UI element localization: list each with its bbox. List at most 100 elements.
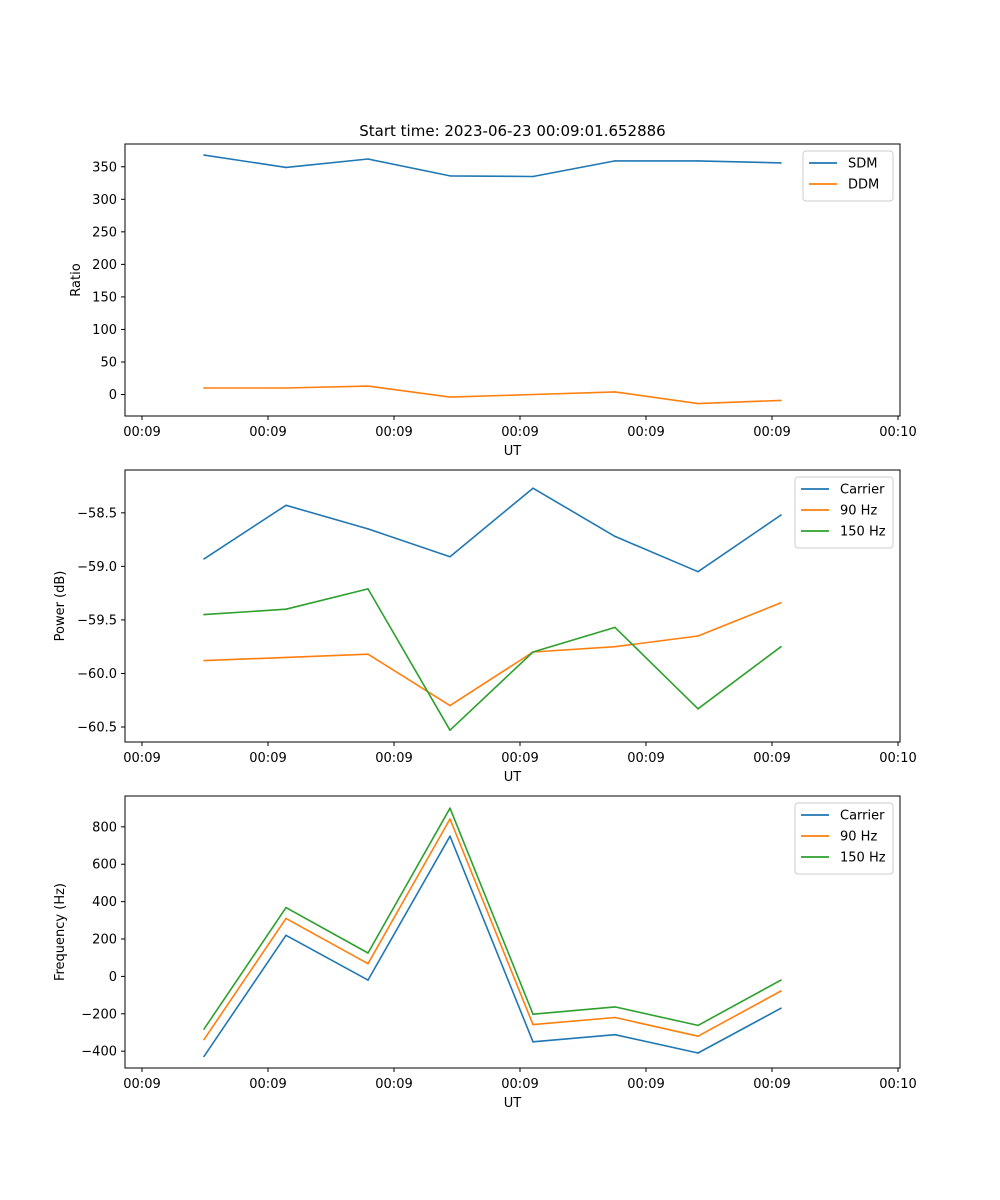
- x-tick-label: 00:09: [501, 425, 538, 440]
- y-tick-label: −59.5: [77, 613, 117, 628]
- data-point: [449, 175, 451, 177]
- x-axis-label: UT: [504, 770, 522, 785]
- data-point: [367, 588, 369, 590]
- data-point: [780, 514, 782, 516]
- y-tick-label: 400: [92, 895, 117, 910]
- data-point: [367, 962, 369, 965]
- y-tick-label: 200: [92, 258, 117, 273]
- series-line-90-hz: [203, 602, 782, 707]
- data-point: [367, 158, 369, 160]
- x-tick-label: 00:09: [375, 425, 412, 440]
- series-line-90-hz: [203, 818, 782, 1041]
- x-tick-label: 00:09: [375, 751, 412, 766]
- data-point: [780, 601, 782, 604]
- series-line-carrier: [203, 487, 782, 573]
- x-tick-label: 00:09: [501, 751, 538, 766]
- panel-1: 0 50 100 150 200 250 300 350 00:09 00:09 00:09 00:0…: [69, 143, 917, 459]
- x-tick-label: 00:09: [123, 425, 160, 440]
- x-tick-label: 00:09: [123, 1077, 160, 1092]
- data-point: [780, 979, 782, 981]
- y-tick-label: −59.0: [77, 560, 117, 575]
- x-axis-label: UT: [504, 1096, 522, 1111]
- y-tick-label: 200: [92, 933, 117, 948]
- y-axis-label: Frequency (Hz): [53, 883, 68, 981]
- data-point: [780, 1007, 782, 1009]
- data-point: [532, 1023, 534, 1026]
- legend: Carrier 90 Hz 150 Hz: [794, 802, 894, 875]
- data-point: [614, 391, 616, 393]
- data-point: [367, 952, 369, 954]
- data-point: [449, 555, 451, 558]
- data-point: [203, 1055, 205, 1058]
- plot-frame: [124, 143, 901, 417]
- data-point: [203, 387, 205, 389]
- legend: SDM DDM: [802, 150, 894, 202]
- data-point: [697, 708, 699, 710]
- data-point: [203, 558, 205, 560]
- series-line-sdm: [203, 154, 782, 178]
- x-tick-label: 00:09: [627, 1077, 664, 1092]
- y-tick-label: 250: [92, 225, 117, 240]
- data-point: [532, 175, 534, 178]
- x-tick-label: 00:09: [375, 1077, 412, 1092]
- data-point: [697, 1035, 699, 1038]
- series-line-150-hz: [203, 807, 782, 1030]
- data-point: [614, 160, 616, 162]
- data-point: [780, 990, 782, 992]
- data-point: [532, 487, 534, 490]
- legend-entry: Carrier: [840, 809, 885, 824]
- series-line-150-hz: [203, 588, 782, 732]
- data-point: [203, 1028, 205, 1030]
- legend-entry: 90 Hz: [840, 830, 877, 845]
- legend-entry: 150 Hz: [840, 525, 886, 540]
- legend-entry: DDM: [848, 178, 879, 193]
- y-axis-label: Power (dB): [53, 571, 68, 642]
- data-point: [285, 917, 287, 920]
- y-tick-label: −60.0: [77, 667, 117, 682]
- data-point: [532, 1041, 534, 1043]
- data-point: [532, 651, 534, 653]
- data-point: [367, 385, 369, 387]
- y-tick-label: −58.5: [77, 506, 117, 521]
- x-tick-label: 00:09: [249, 425, 286, 440]
- plot-frame: [124, 795, 901, 1069]
- x-tick-label: 00:10: [879, 751, 916, 766]
- data-point: [614, 1033, 616, 1036]
- data-point: [285, 387, 287, 389]
- x-tick-label: 00:09: [501, 1077, 538, 1092]
- y-tick-label: 0: [109, 970, 117, 985]
- data-point: [532, 393, 534, 396]
- data-point: [780, 162, 782, 164]
- data-point: [614, 535, 616, 538]
- data-point: [203, 154, 205, 156]
- data-point: [697, 570, 699, 573]
- data-point: [285, 656, 287, 659]
- data-point: [614, 1016, 616, 1019]
- y-tick-label: 600: [92, 858, 117, 873]
- data-point: [449, 807, 451, 809]
- data-point: [449, 729, 451, 732]
- chart-title: Start time: 2023-06-23 00:09:01.652886: [359, 122, 665, 140]
- y-tick-label: −200: [81, 1007, 117, 1022]
- legend-entry: Carrier: [840, 483, 885, 498]
- y-tick-label: 800: [92, 820, 117, 835]
- y-axis-label: Ratio: [69, 263, 84, 296]
- x-tick-label: 00:09: [753, 425, 790, 440]
- data-point: [697, 1052, 699, 1054]
- y-tick-label: 100: [92, 323, 117, 338]
- data-point: [367, 979, 369, 981]
- data-point: [285, 608, 287, 611]
- panel-2: −60.5 −60.0 −59.5 −59.0 −58.5 00:09 00:09 00:09…: [53, 469, 917, 785]
- series-line-carrier: [203, 835, 782, 1057]
- x-axis-label: UT: [504, 444, 522, 459]
- data-point: [449, 835, 451, 837]
- data-point: [780, 645, 782, 648]
- data-point: [614, 626, 616, 629]
- y-tick-label: −60.5: [77, 721, 117, 736]
- data-point: [203, 1038, 205, 1041]
- legend-entry: SDM: [848, 157, 877, 172]
- y-tick-label: 50: [100, 355, 117, 370]
- x-tick-label: 00:10: [879, 425, 916, 440]
- data-point: [449, 704, 451, 707]
